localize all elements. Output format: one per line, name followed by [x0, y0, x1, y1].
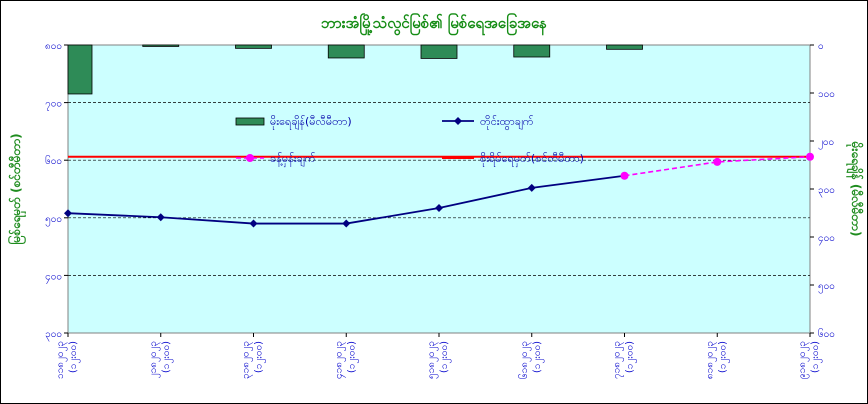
forecast-point: [806, 152, 814, 161]
rainfall-bar: [142, 44, 180, 47]
rainfall-bar: [327, 44, 365, 59]
rainfall-bar: [513, 44, 551, 58]
x-tick-label: ၆၁၈၂၀၂၃: [517, 341, 532, 379]
right-axis-label: မိုးရေချိန် (မီလီမီတာ): [845, 141, 865, 237]
measured-point: [435, 204, 443, 213]
left-tick-label: ၇၀၀: [45, 99, 62, 112]
rainfall-bars: [67, 44, 643, 95]
x-tick-label: (၁၂း၀၀): [161, 341, 174, 373]
x-tick-label: (၁၂း၀၀): [810, 341, 823, 373]
x-tick-label: (၁၂း၀၀): [439, 341, 452, 373]
x-tick-label: (၁၂း၀၀): [68, 341, 81, 373]
x-tick-label: (၁၂း၀၀): [717, 341, 730, 373]
x-tick-label: (၁၂း၀၀): [532, 341, 545, 373]
x-tick-label: ၃၁၈၂၀၂၃: [241, 341, 254, 379]
x-tick-label: ၇၁၈၂၀၂၃: [612, 341, 625, 379]
measured-point: [64, 209, 72, 218]
right-tick-label: ၅၀၀: [818, 281, 835, 294]
left-tick-label: ၆၀၀: [45, 154, 62, 167]
x-tick-label: ၅၁၈၂၀၂၃: [426, 341, 439, 379]
measured-point: [527, 183, 536, 192]
right-tick-label: ၄၀၀: [818, 233, 835, 246]
left-axis-label: မြစ်ရေမှတ် (စင်တီမီတာ): [6, 133, 27, 244]
right-tick-label: ၃၀၀: [818, 185, 835, 198]
grid-lines: [68, 102, 810, 276]
x-tick-label: (၁၂း၀၀): [254, 341, 267, 373]
x-tick-label: (၁၂း၀၀): [625, 341, 638, 373]
x-tick-label: ၁၁၈၂၀၂၃: [55, 341, 68, 379]
left-tick-label: ၅၀၀: [45, 214, 62, 227]
x-tick-label: (၁၂း၀၀): [346, 341, 359, 373]
left-tick-label: ၄၀၀: [45, 271, 62, 284]
legend: မိုးရေချိန်(မီလီမီတာ) တိုင်းထွာချက်ခန့်မှ…: [235, 115, 584, 167]
rainfall-bar: [420, 44, 458, 59]
legend-marker-measured: [454, 117, 462, 125]
x-tick-label: ၉၁၈၂၀၂၃: [797, 341, 810, 379]
x-tick-label: ၂၁၈၂၀၂၃: [148, 341, 161, 378]
rainfall-bar: [67, 44, 93, 95]
legend-swatch-rainfall: [235, 117, 265, 126]
measured-point: [249, 219, 258, 228]
x-axis-ticks: ၁၁၈၂၀၂၃ (၁၂း၀၀) ၂၁၈၂၀၂၃ (၁၂း၀၀) ၃၁၈၂၀၂၃ (၁၂း၀…: [55, 333, 823, 379]
right-tick-label: ၁၀၀: [818, 89, 835, 100]
left-axis-ticks: ၃၀၀ ၄၀၀ ၅၀၀ ၆၀၀ ၇၀၀ ၈၀၀: [45, 41, 68, 342]
right-tick-label: ၆၀၀: [818, 327, 835, 340]
rainfall-bar: [235, 44, 272, 49]
forecast-point: [713, 157, 722, 166]
left-tick-label: ၈၀၀: [45, 41, 62, 52]
forecast-point: [620, 171, 629, 180]
right-tick-label: ၀: [818, 41, 824, 52]
legend-label-measured: တိုင်းထွာချက်: [480, 115, 534, 130]
forecast-line: [624, 155, 811, 177]
left-tick-label: ၃၀၀: [45, 329, 62, 342]
plot-area: [67, 44, 811, 334]
legend-marker-forecast: [246, 154, 254, 162]
legend-label-forecast: ခန့်မှန်းချက်: [270, 152, 316, 167]
legend-label-rainfall: မိုးရေချိန်(မီလီမီတာ): [270, 115, 352, 130]
measured-point: [156, 213, 165, 222]
x-tick-label: ၄၁၈၂၀၂၃: [333, 341, 346, 379]
legend-label-warning: စိုးရိမ်ရေမှတ်(စင်တီမီတာ): [480, 152, 584, 167]
measured-point: [342, 219, 351, 228]
rainfall-bar: [606, 44, 643, 50]
x-tick-label: ၈၁၈၂၀၂၃: [704, 341, 717, 379]
level-lines: [64, 152, 814, 228]
right-tick-label: ၂၀၀: [818, 137, 834, 150]
